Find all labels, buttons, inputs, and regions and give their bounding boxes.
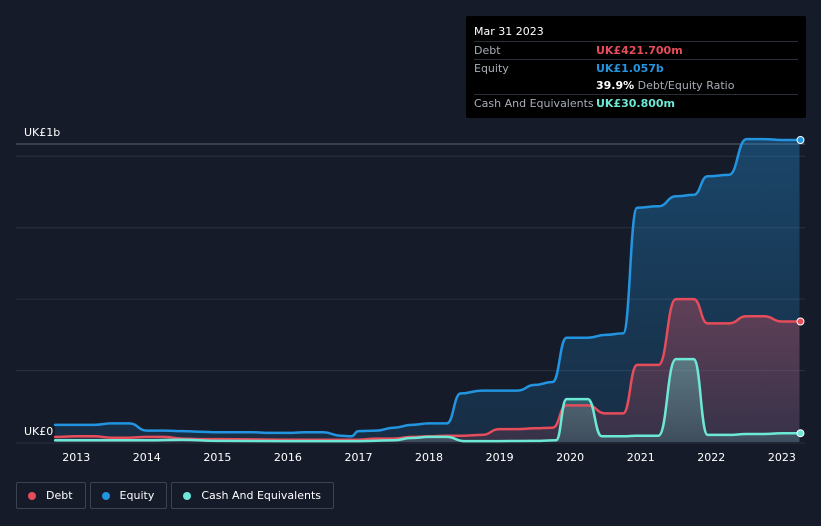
x-tick-label: 2017	[344, 451, 372, 464]
x-tick-label: 2021	[627, 451, 655, 464]
series-lines	[53, 137, 801, 443]
tooltip-ratio-value: 39.9%	[596, 79, 635, 92]
x-tick-label: 2020	[556, 451, 584, 464]
tooltip-cash-value: UK£30.800m	[596, 97, 676, 110]
tooltip-equity-row: Equity UK£1.057b	[474, 59, 798, 77]
debt-area	[55, 299, 800, 442]
tooltip-debt-label: Debt	[474, 44, 501, 57]
cash-end-point	[796, 429, 805, 438]
y-axis-bottom-label: UK£0	[24, 425, 53, 438]
tooltip-cash-row: Cash And Equivalents UK£30.800m	[474, 94, 798, 112]
tooltip-debt-row: Debt UK£421.700m	[474, 41, 798, 59]
x-tick-label: 2022	[697, 451, 725, 464]
series-end-markers	[796, 136, 805, 438]
y-axis-top-label: UK£1b	[24, 126, 60, 139]
equity-line	[53, 137, 801, 438]
debt-line	[53, 297, 801, 441]
tooltip-cash-label: Cash And Equivalents	[474, 97, 594, 110]
legend-cash-label: Cash And Equivalents	[201, 489, 321, 502]
cash-line	[53, 357, 801, 443]
debt-dot-icon	[28, 491, 36, 500]
debt-end-point	[796, 317, 805, 326]
x-tick-label: 2018	[415, 451, 443, 464]
legend-debt-toggle[interactable]: Debt	[16, 482, 86, 509]
equity-area	[55, 139, 800, 442]
series-areas	[55, 139, 800, 442]
tooltip-debt-value: UK£421.700m	[596, 44, 683, 57]
equity-dot-icon	[101, 491, 110, 500]
x-tick-label: 2014	[133, 451, 161, 464]
x-tick-label: 2015	[203, 451, 231, 464]
tooltip-equity-label: Equity	[474, 62, 509, 75]
x-tick-label: 2013	[62, 451, 90, 464]
x-axis-ticks: 2013 2014 2015 2016 2017 2018 2019 2020 2021 2022…	[62, 451, 796, 464]
data-tooltip: Mar 31 2023 Debt UK£421.700m Equity UK£1…	[466, 16, 806, 118]
x-tick-label: 2016	[274, 451, 302, 464]
tooltip-ratio-spacer	[474, 77, 596, 94]
tooltip-equity-value: UK£1.057b	[596, 62, 664, 75]
x-tick-label: 2023	[768, 451, 796, 464]
equity-end-point	[796, 136, 805, 144]
legend-equity-toggle[interactable]: Equity	[89, 482, 168, 509]
x-tick-label: 2019	[486, 451, 514, 464]
legend-cash-toggle[interactable]: Cash And Equivalents	[171, 482, 334, 509]
chart-legend: Debt Equity Cash And Equivalents	[16, 482, 334, 509]
legend-equity-label: Equity	[119, 489, 155, 502]
tooltip-date: Mar 31 2023	[474, 25, 544, 38]
tooltip-ratio-row: 39.9% Debt/Equity Ratio	[474, 77, 798, 94]
tooltip-ratio-label: Debt/Equity Ratio	[637, 79, 735, 92]
legend-debt-label: Debt	[46, 489, 73, 502]
cash-dot-icon	[183, 491, 192, 500]
